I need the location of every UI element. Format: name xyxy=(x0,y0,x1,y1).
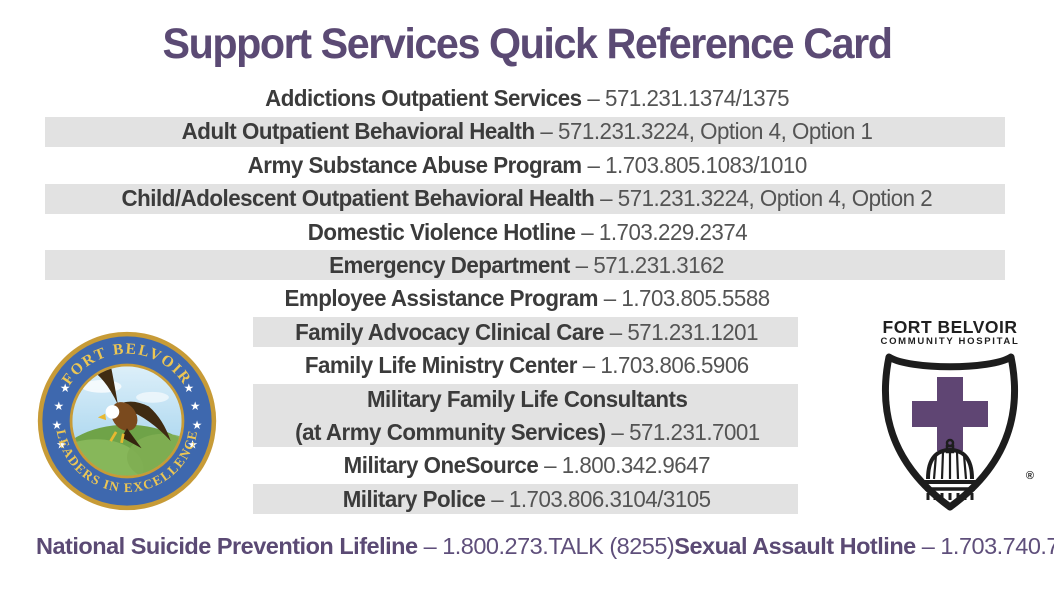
service-row: Emergency Department – 571.231.3162 xyxy=(0,249,1054,282)
highlight-bar xyxy=(45,116,1005,147)
hotline-phone: – 1.703.740.7029 xyxy=(921,533,1054,559)
hotline-name: Sexual Assault Hotline xyxy=(674,533,916,559)
highlight-bar xyxy=(253,317,798,348)
seal-stars: ★ ★ ★ ★ ★ ★ ★ ★ xyxy=(52,381,203,451)
hospital-name-line1: FORT BELVOIR xyxy=(882,317,1018,337)
service-name-line2: (at Army Community Services) xyxy=(294,418,606,445)
service-name: Addictions Outpatient Services xyxy=(265,85,582,111)
seal-inner-scene xyxy=(72,366,182,476)
service-name: Employee Assistance Program xyxy=(284,285,598,312)
hospital-logo: FORT BELVOIR COMMUNITY HOSPITAL ® xyxy=(858,318,1042,514)
star-icon: ★ xyxy=(192,418,203,432)
service-phone: – 571.231.1374/1375 xyxy=(587,85,789,111)
service-name: Emergency Department xyxy=(329,251,571,278)
service-phone: – 1.703.229.2374 xyxy=(580,218,747,245)
service-phone: – 571.231.3162 xyxy=(576,251,725,278)
service-name: Military Police xyxy=(343,485,486,512)
medical-cross-icon xyxy=(912,377,988,451)
hospital-name-line2: COMMUNITY HOSPITAL xyxy=(880,336,1020,347)
hotline-name: National Suicide Prevention Lifeline xyxy=(36,533,418,559)
service-phone: – 1.800.342.9647 xyxy=(544,452,711,479)
service-row: Adult Outpatient Behavioral Health – 571.… xyxy=(0,115,1054,148)
highlight-bar xyxy=(253,484,798,515)
service-phone: – 1.703.806.5906 xyxy=(582,352,749,379)
service-name: Family Life Ministry Center xyxy=(305,352,578,379)
service-phone: – 571.231.1201 xyxy=(610,318,759,345)
registered-trademark: ® xyxy=(1025,470,1034,482)
highlight-bar xyxy=(45,183,1005,214)
footer-hotlines: National Suicide Prevention Lifeline – 1.… xyxy=(0,533,1054,560)
service-row: Military Police – 1.703.806.3104/3105 xyxy=(0,483,1054,516)
service-row: Child/Adolescent Outpatient Behavioral H… xyxy=(0,182,1054,215)
service-phone: – 571.231.3224, Option 4, Option 1 xyxy=(540,118,873,145)
star-icon: ★ xyxy=(56,437,67,451)
eagle-icon xyxy=(88,366,171,449)
star-icon: ★ xyxy=(184,381,195,395)
service-row: Domestic Violence Hotline – 1.703.229.237… xyxy=(0,216,1054,249)
capitol-dome-icon xyxy=(921,438,979,500)
star-icon: ★ xyxy=(60,381,71,395)
service-name: Adult Outpatient Behavioral Health xyxy=(181,118,535,145)
footer-item: Sexual Assault Hotline– 1.703.740.7029 xyxy=(674,533,1054,560)
highlight-bar xyxy=(45,250,1005,281)
service-row: Army Substance Abuse Program – 1.703.805.… xyxy=(0,149,1054,182)
service-phone: – 1.703.805.5588 xyxy=(603,285,770,312)
service-phone: – 571.231.3224, Option 4, Option 2 xyxy=(600,185,933,212)
hotline-phone: – 1.800.273.TALK (8255) xyxy=(423,533,675,559)
page-title: Support Services Quick Reference Card xyxy=(162,20,892,68)
service-name: Domestic Violence Hotline xyxy=(307,218,575,245)
hospital-shield xyxy=(881,353,1019,511)
service-list: Addictions Outpatient Services – 571.231.… xyxy=(0,82,1054,516)
star-icon: ★ xyxy=(52,418,63,432)
fort-belvoir-seal: ★ ★ ★ ★ ★ ★ ★ ★ FORT BELVOIR LEADERS IN … xyxy=(37,331,217,511)
service-row: Military Family Life Consultants (at Arm… xyxy=(0,383,1054,450)
footer-item: National Suicide Prevention Lifeline – 1.… xyxy=(36,533,675,560)
service-name: Army Substance Abuse Program xyxy=(247,151,582,178)
service-row: Employee Assistance Program – 1.703.805.5… xyxy=(0,282,1054,315)
star-icon: ★ xyxy=(53,399,64,413)
service-row: Family Life Ministry Center – 1.703.806.5… xyxy=(0,349,1054,382)
service-phone: – 1.703.805.1083/1010 xyxy=(587,151,807,178)
service-name: Family Advocacy Clinical Care xyxy=(295,318,605,345)
service-row: Addictions Outpatient Services – 571.231.… xyxy=(0,82,1054,115)
service-name: Military Family Life Consultants xyxy=(366,385,688,412)
service-phone: – 1.703.806.3104/3105 xyxy=(491,485,712,512)
highlight-bar xyxy=(253,384,798,448)
service-row: Family Advocacy Clinical Care – 571.231.1… xyxy=(0,316,1054,349)
star-icon: ★ xyxy=(187,437,198,451)
star-icon: ★ xyxy=(190,399,201,413)
service-phone: – 571.231.7001 xyxy=(610,418,760,445)
service-row: Military OneSource – 1.800.342.9647 xyxy=(0,449,1054,482)
service-name: Military OneSource xyxy=(343,452,539,479)
service-name: Child/Adolescent Outpatient Behavioral H… xyxy=(121,185,595,212)
